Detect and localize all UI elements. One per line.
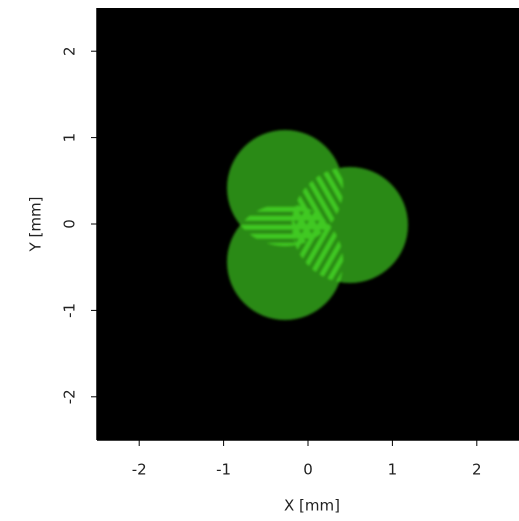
y-tick-label: 2 <box>61 46 79 56</box>
y-tick-label: -2 <box>61 389 79 404</box>
y-tick-label: 1 <box>61 133 79 143</box>
x-axis-label: X [mm] <box>284 497 340 515</box>
x-tick-label: -1 <box>216 461 231 479</box>
y-tick-label: -1 <box>61 303 79 318</box>
chart: X [mm] Y [mm] -2 -1 0 1 2 -2 -1 0 1 2 <box>0 0 519 521</box>
x-tick-label: 2 <box>472 461 482 479</box>
x-tick-label: 1 <box>388 461 398 479</box>
y-tick-label: 0 <box>61 219 79 229</box>
x-tick-label: -2 <box>132 461 147 479</box>
y-axis-label: Y [mm] <box>27 197 45 253</box>
x-tick-label: 0 <box>303 461 313 479</box>
